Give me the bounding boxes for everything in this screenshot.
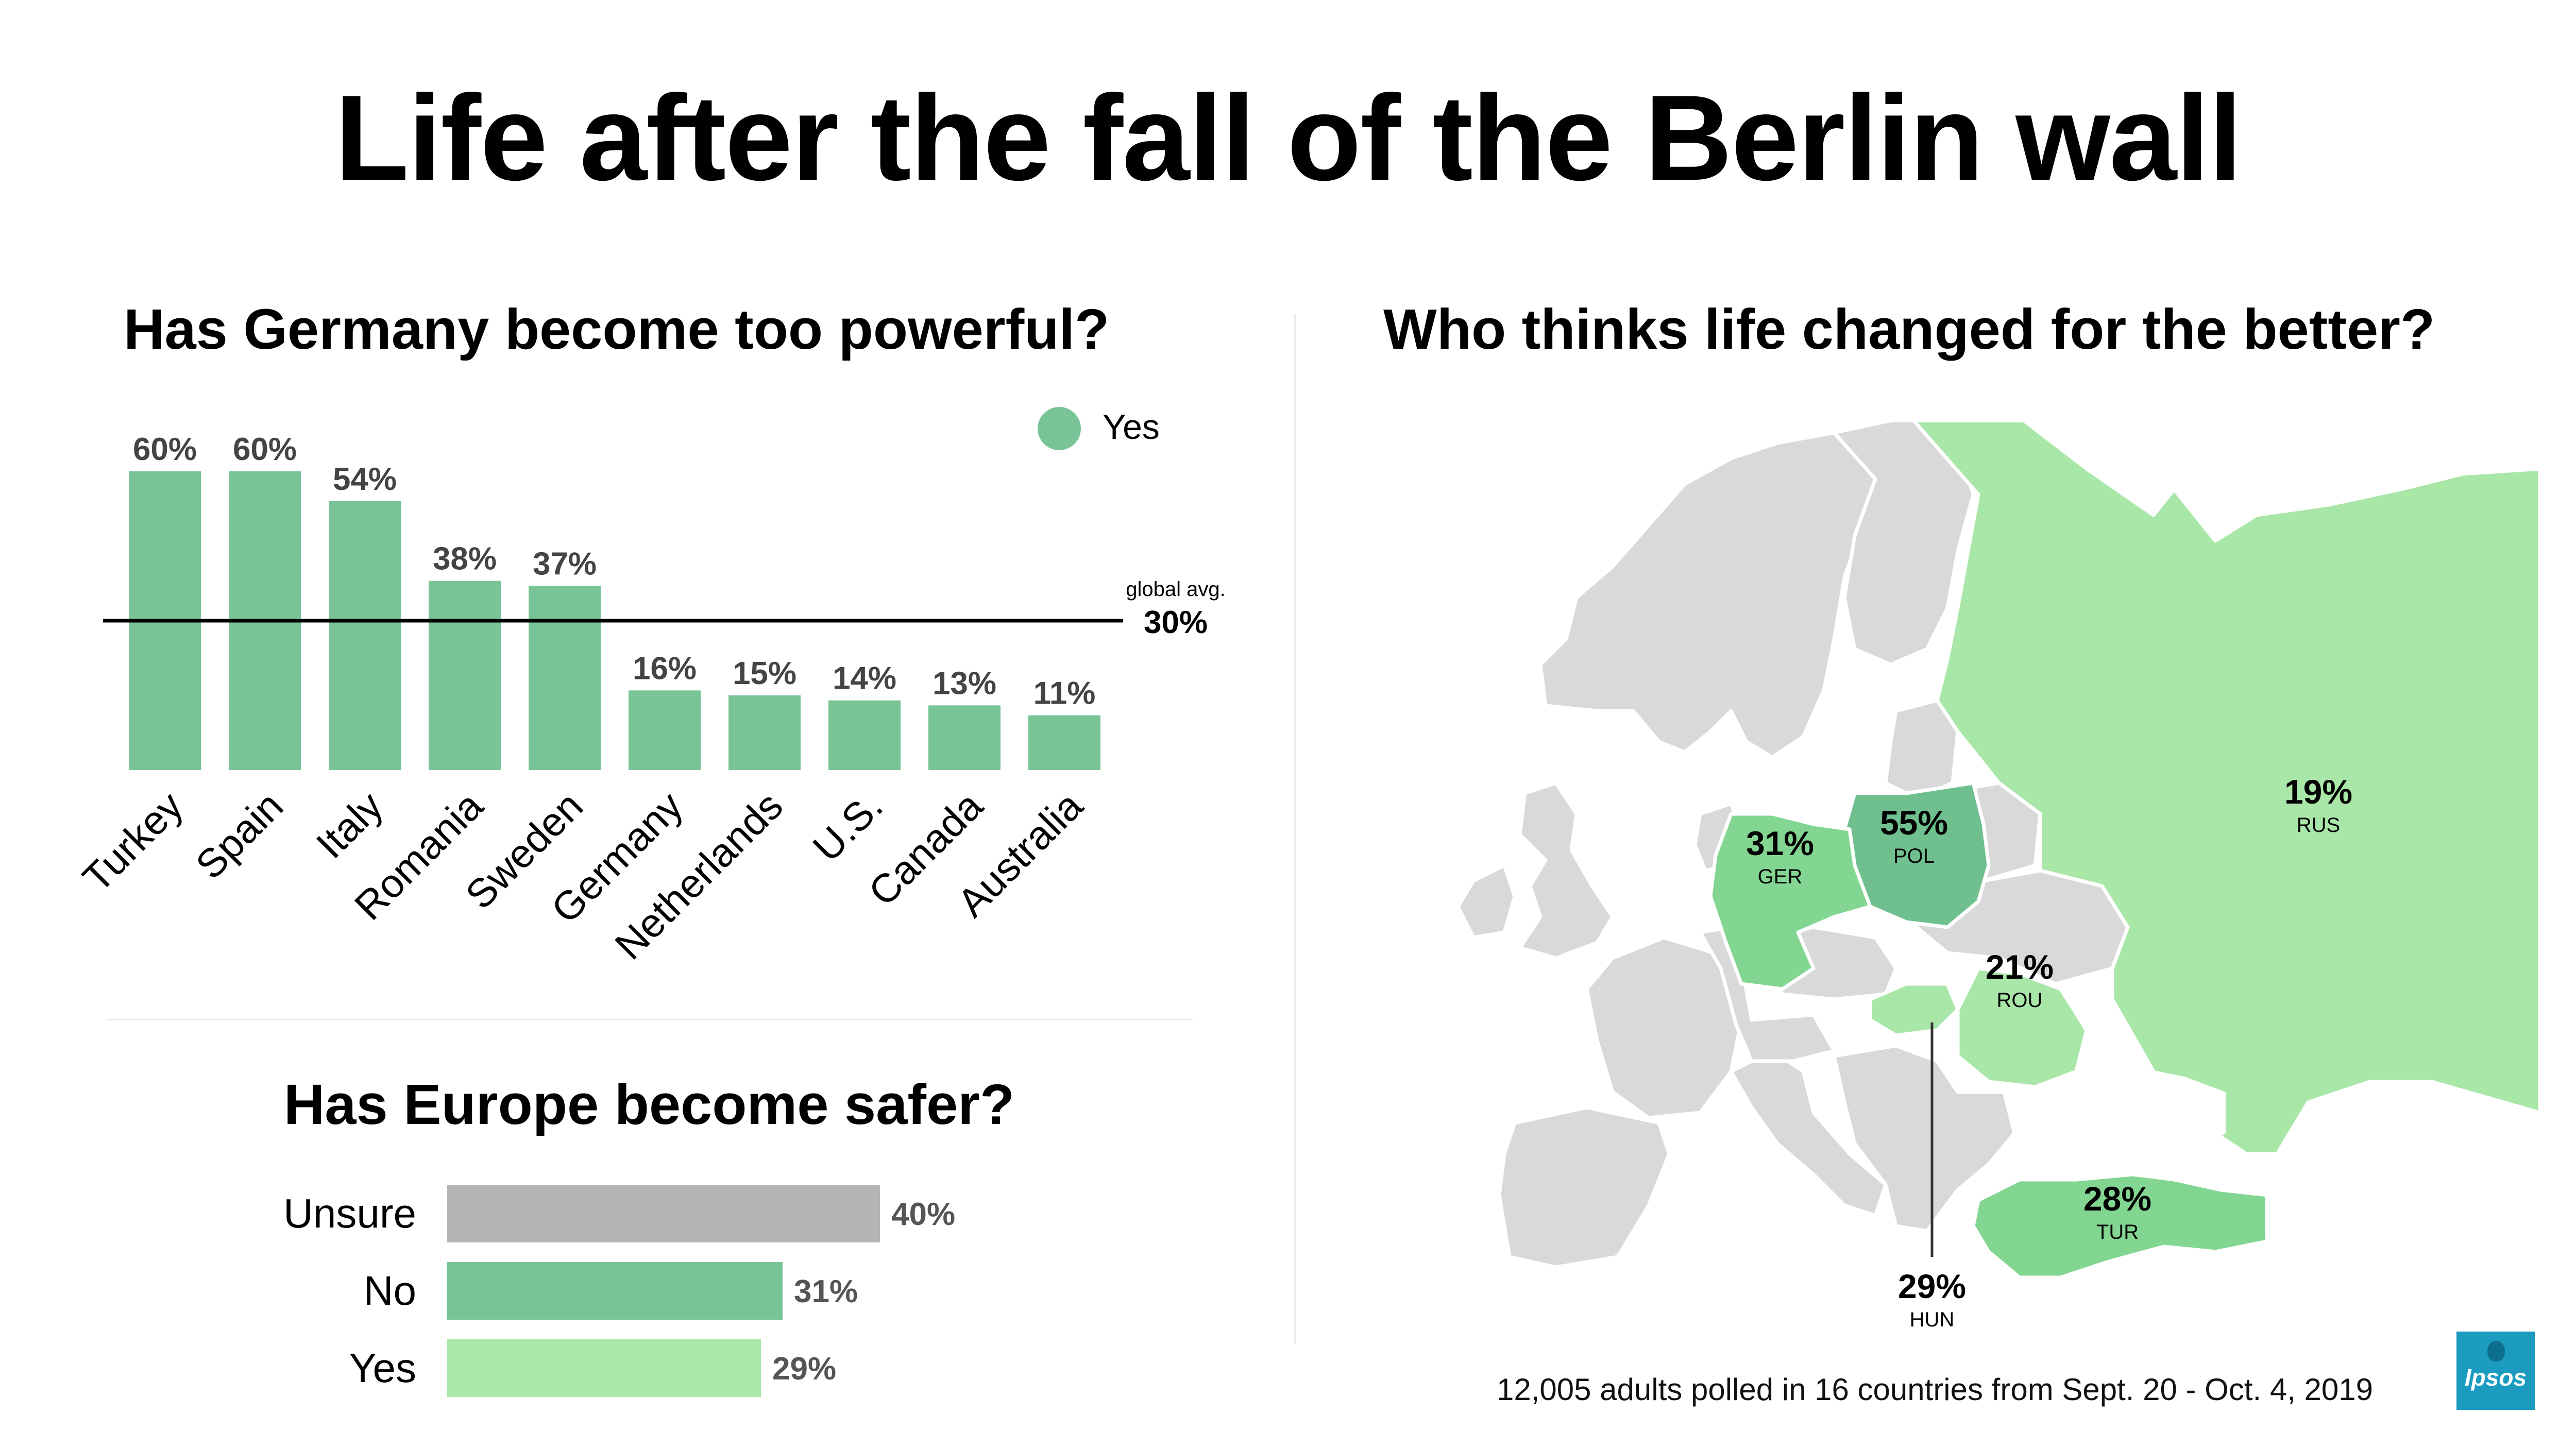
legend-yes-label: Yes [1103, 407, 1160, 447]
map-uk [1518, 781, 1615, 960]
germany-power-bar-chart: 60%Turkey60%Spain54%Italy38%Romania37%Sw… [74, 432, 1225, 968]
map-iberia [1497, 1105, 1671, 1269]
europe-safer-bar-chart: Unsure 40% No 31% Yes 29% [283, 1185, 955, 1397]
map-turkey [1971, 1172, 2269, 1280]
bar-value-label: 54% [333, 462, 397, 497]
map-germany [1708, 812, 1872, 991]
map-value-hun: 29% [1898, 1267, 1966, 1305]
bar-value-label: 11% [1033, 676, 1096, 711]
hbar-category-label: No [364, 1268, 416, 1314]
map-italy [1729, 1049, 1888, 1218]
category-label: Spain [187, 783, 292, 888]
map-code-rou: ROU [1997, 989, 2043, 1012]
map-value-tur: 28% [2083, 1180, 2151, 1218]
bar-sweden [529, 586, 601, 770]
hbar-no [447, 1262, 783, 1320]
bar-value-label: 60% [233, 432, 297, 467]
global-average-label: global avg. [1126, 578, 1225, 601]
map-hungary [1868, 982, 1960, 1037]
hbar-value-label: 40% [891, 1197, 955, 1232]
hbar-category-label: Unsure [283, 1190, 416, 1236]
bar-australia [1028, 715, 1100, 770]
footnote: 12,005 adults polled in 16 countries fro… [1497, 1372, 2374, 1407]
hbar-value-label: 31% [794, 1274, 858, 1309]
bar-chart-title: Has Germany become too powerful? [124, 298, 1110, 361]
vertical-divider [1294, 314, 1296, 1344]
map-code-hun: HUN [1910, 1308, 1955, 1331]
bar-value-label: 16% [633, 651, 697, 686]
bar-netherlands [728, 695, 801, 770]
ipsos-logo-mark [2487, 1341, 2505, 1361]
map-code-pol: POL [1893, 845, 1935, 867]
global-average-value: 30% [1144, 605, 1208, 640]
map-balkans [1832, 1044, 2016, 1233]
bar-canada [928, 705, 1001, 770]
map-romania [1956, 966, 2089, 1089]
map-russia [1912, 422, 2540, 1156]
hbar-yes [447, 1339, 761, 1397]
map-code-tur: TUR [2096, 1221, 2139, 1243]
map-code-ger: GER [1758, 865, 1803, 888]
hbar-unsure [447, 1185, 880, 1242]
map-value-ger: 31% [1746, 824, 1814, 862]
map-value-pol: 55% [1880, 804, 1948, 842]
map-norway-sweden-finland [1538, 431, 1888, 759]
map-value-rou: 21% [1986, 948, 2054, 986]
hbar-value-label: 29% [772, 1351, 836, 1387]
bar-value-label: 37% [533, 546, 597, 582]
legend-yes-swatch [1038, 407, 1081, 450]
bar-value-label: 38% [433, 541, 497, 577]
europe-map: 19% RUS 55% POL 31% GER 21% ROU 28% TUR 29% HUN [1456, 422, 2540, 1331]
bar-value-label: 13% [933, 666, 996, 701]
category-label: Italy [308, 783, 392, 867]
horizontal-divider [106, 1019, 1193, 1020]
hbar-category-label: Yes [349, 1345, 416, 1391]
map-black-sea [2087, 1066, 2226, 1159]
map-code-rus: RUS [2297, 814, 2340, 837]
bar-value-label: 60% [133, 432, 197, 467]
ipsos-logo-text: Ipsos [2464, 1364, 2527, 1391]
ipsos-logo: Ipsos [2456, 1332, 2535, 1410]
bar-germany [629, 690, 701, 770]
bar-value-label: 15% [733, 656, 796, 691]
bar-value-label: 14% [833, 661, 896, 696]
category-label: Turkey [74, 783, 192, 901]
map-ireland [1456, 863, 1517, 940]
bar-romania [429, 581, 501, 770]
page-title: Life after the fall of the Berlin wall [334, 70, 2243, 206]
bar-italy [329, 501, 401, 770]
map-france [1585, 935, 1743, 1120]
map-value-rus: 19% [2284, 773, 2352, 811]
bar-us [828, 700, 901, 770]
map-title: Who thinks life changed for the better? [1383, 298, 2435, 361]
category-label: U.S. [804, 783, 891, 870]
hbar-chart-title: Has Europe become safer? [283, 1073, 1015, 1136]
